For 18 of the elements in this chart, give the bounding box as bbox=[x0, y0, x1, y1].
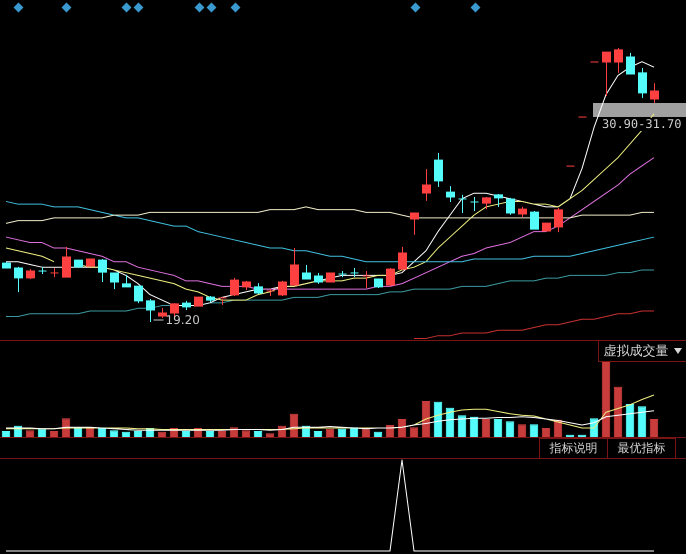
bar bbox=[482, 419, 490, 437]
text: 最优指标 bbox=[607, 438, 676, 458]
bar bbox=[494, 419, 502, 437]
candlestick bbox=[362, 270, 371, 289]
candlestick bbox=[218, 296, 227, 306]
bar bbox=[626, 404, 634, 437]
bar bbox=[638, 406, 646, 437]
annotation: 30.90-31.70 bbox=[602, 117, 682, 132]
bar bbox=[650, 419, 658, 437]
candlestick bbox=[470, 196, 479, 212]
bar bbox=[506, 421, 514, 437]
bar bbox=[602, 362, 610, 437]
candlestick bbox=[50, 268, 59, 278]
annotation: 19.20 bbox=[166, 313, 200, 328]
candlestick bbox=[266, 288, 275, 296]
chart-title: 虚拟成交量 bbox=[604, 342, 668, 360]
candlestick bbox=[458, 194, 467, 214]
candlestick bbox=[350, 268, 359, 278]
